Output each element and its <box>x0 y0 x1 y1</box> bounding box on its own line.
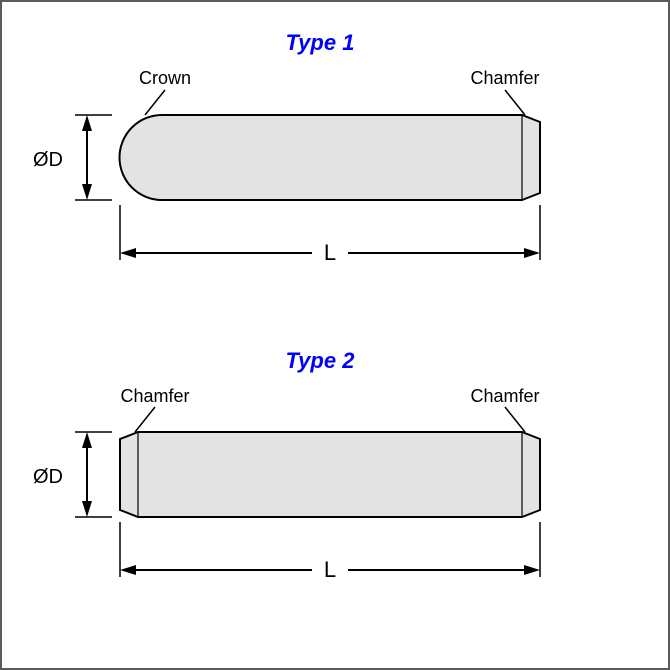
type1-leader-left <box>145 90 165 115</box>
type2-left-label: Chamfer <box>120 386 189 406</box>
type2-leader-left <box>135 407 155 432</box>
pin-type2 <box>120 432 540 517</box>
type2-d-arrow-down-head <box>82 501 92 517</box>
type1-l-arrow-left-head <box>120 248 136 258</box>
type1-d-arrow-up-head <box>82 115 92 131</box>
type1-d-label: ØD <box>33 149 63 171</box>
type2-title: Type 2 <box>286 348 356 373</box>
type2-l-arrow-left-head <box>120 565 136 575</box>
type2-right-label: Chamfer <box>470 386 539 406</box>
type1-leader-right <box>505 90 525 115</box>
type2-d-arrow-up-head <box>82 432 92 448</box>
type2-l-label: L <box>324 557 336 582</box>
type2-l-arrow-right-head <box>524 565 540 575</box>
type2-d-label: ØD <box>33 466 63 488</box>
type1-title: Type 1 <box>286 30 355 55</box>
type1-d-arrow-down-head <box>82 184 92 200</box>
type1-l-label: L <box>324 240 336 265</box>
type1-right-label: Chamfer <box>470 68 539 88</box>
type2-leader-right <box>505 407 525 432</box>
type1-l-arrow-right-head <box>524 248 540 258</box>
type1-left-label: Crown <box>139 68 191 88</box>
pin-type1 <box>120 115 541 200</box>
